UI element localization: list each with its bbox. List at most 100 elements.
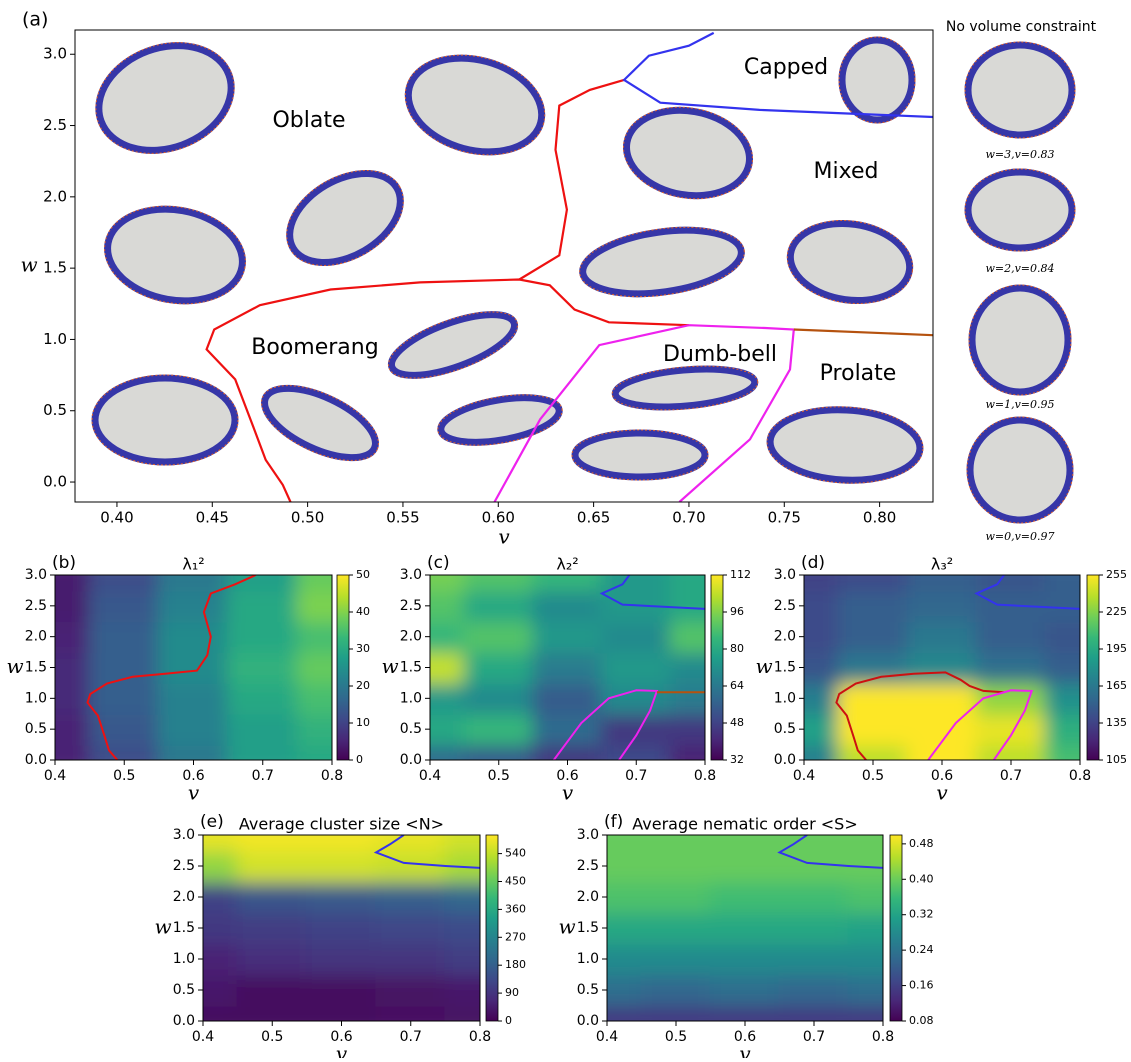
contour-cell: [669, 620, 705, 654]
contour-cell: [600, 743, 672, 760]
contour-cell: [600, 620, 672, 654]
contour-field: [804, 575, 1080, 760]
x-axis-label: v: [498, 525, 510, 549]
contour-cell: [640, 973, 712, 1007]
contour-cell: [236, 942, 308, 976]
contour-cell: [55, 743, 91, 760]
contour-cell: [847, 942, 883, 976]
boundary-line: [927, 689, 1034, 760]
x-tick-label: 0.4: [793, 768, 815, 784]
contour-cell: [975, 681, 1047, 715]
x-tick-label: 0.5: [113, 768, 135, 784]
y-tick-label: 2.0: [400, 629, 422, 645]
contour-cell: [227, 743, 299, 760]
contour-cell: [430, 681, 466, 715]
colorbar-tick-label: 0.40: [909, 872, 934, 885]
panel-label: (c): [427, 553, 450, 573]
contour-cell: [157, 681, 230, 715]
contour-cell: [296, 575, 332, 592]
colorbar-tick-label: 20: [356, 679, 370, 692]
x-tick-label: 0.4: [192, 1029, 214, 1045]
x-tick-label: 0.75: [768, 509, 801, 527]
contour-cell: [375, 911, 447, 945]
x-tick-label: 0.7: [252, 768, 274, 784]
contour-cell: [463, 743, 535, 760]
axes-frame: [803, 574, 1081, 761]
contour-cells: [804, 575, 1080, 760]
x-tick-label: 0.65: [577, 509, 610, 527]
contour-cell: [532, 575, 603, 592]
contour-cell: [203, 880, 239, 914]
contour-cell: [157, 712, 230, 746]
contour-cell: [1044, 743, 1080, 760]
y-tick-label: 0.5: [400, 721, 422, 737]
vesicle-shape: [95, 42, 235, 154]
contour-cell: [804, 620, 840, 654]
contour-cell: [640, 911, 712, 945]
contour-cell: [55, 575, 91, 592]
axes-frame: [202, 834, 481, 1022]
contour-cell: [640, 942, 712, 976]
contour-cell: [1044, 712, 1080, 746]
contour-cell: [430, 651, 466, 684]
contour-cell: [203, 1004, 239, 1021]
x-tick-label: 0.6: [330, 1029, 352, 1045]
contour-field: [430, 575, 705, 760]
y-tick-label: 0.5: [774, 721, 796, 737]
contour-cell: [305, 1004, 378, 1021]
x-tick-label: 0.4: [596, 1029, 618, 1045]
vesicle-shape: [766, 406, 924, 484]
y-tick-label: 1.5: [400, 660, 422, 676]
boundary-line: [552, 689, 659, 760]
vesicle-rim: [95, 42, 235, 154]
panel-label: (a): [22, 9, 48, 31]
contour-cell: [906, 681, 978, 715]
contour-cell: [804, 575, 840, 592]
x-tick-label: 0.7: [803, 1029, 825, 1045]
colorbar-tick-label: 48: [730, 716, 744, 729]
y-tick-label: 0.5: [173, 982, 195, 998]
contour-cell: [532, 620, 603, 654]
colorbar-tick-label: 0: [356, 753, 363, 766]
y-tick-label: 1.0: [400, 690, 422, 706]
contour-cell: [640, 1004, 712, 1021]
contour-cell: [444, 973, 480, 1007]
x-tick-label: 0.70: [672, 509, 705, 527]
colorbar-tick-label: 30: [356, 642, 370, 655]
contour-cell: [847, 835, 883, 852]
contour-cell: [607, 973, 643, 1007]
contour-cell: [430, 712, 466, 746]
contour-cell: [837, 575, 909, 592]
x-tick-label: 0.4: [44, 768, 66, 784]
x-tick-label: 0.50: [291, 509, 324, 527]
colorbar-tick-label: 0.08: [909, 1014, 934, 1027]
contour-cell: [203, 911, 239, 945]
y-tick-label: 1.0: [774, 690, 796, 706]
chart-title: λ₁²: [182, 555, 204, 574]
y-tick-label: 1.5: [43, 259, 67, 277]
contour-cell: [296, 620, 332, 654]
contour-cell: [375, 835, 447, 852]
x-tick-label: 0.5: [488, 768, 510, 784]
boundary-line: [777, 835, 883, 869]
y-tick-label: 0.0: [25, 752, 47, 768]
contour-cell: [305, 942, 378, 976]
contour-cell: [203, 835, 239, 852]
contour-cell: [847, 911, 883, 945]
contour-cell: [669, 651, 705, 684]
contour-cell: [203, 973, 239, 1007]
contour-cell: [296, 743, 332, 760]
region-label: Boomerang: [251, 335, 378, 360]
x-tick-label: 0.4: [419, 768, 441, 784]
y-tick-label: 1.0: [577, 951, 599, 967]
colorbar-tick-label: 540: [505, 847, 526, 860]
colorbar-tick-label: 32: [730, 753, 744, 766]
contour-cell: [906, 589, 978, 623]
x-axis-label: v: [336, 1042, 348, 1059]
vesicle-shape: [104, 205, 246, 305]
contour-cell: [305, 973, 378, 1007]
colorbar-tick-label: 255: [1106, 568, 1127, 581]
contour-cell: [463, 620, 535, 654]
contour-cell: [532, 743, 603, 760]
y-tick-label: 2.5: [577, 858, 599, 874]
